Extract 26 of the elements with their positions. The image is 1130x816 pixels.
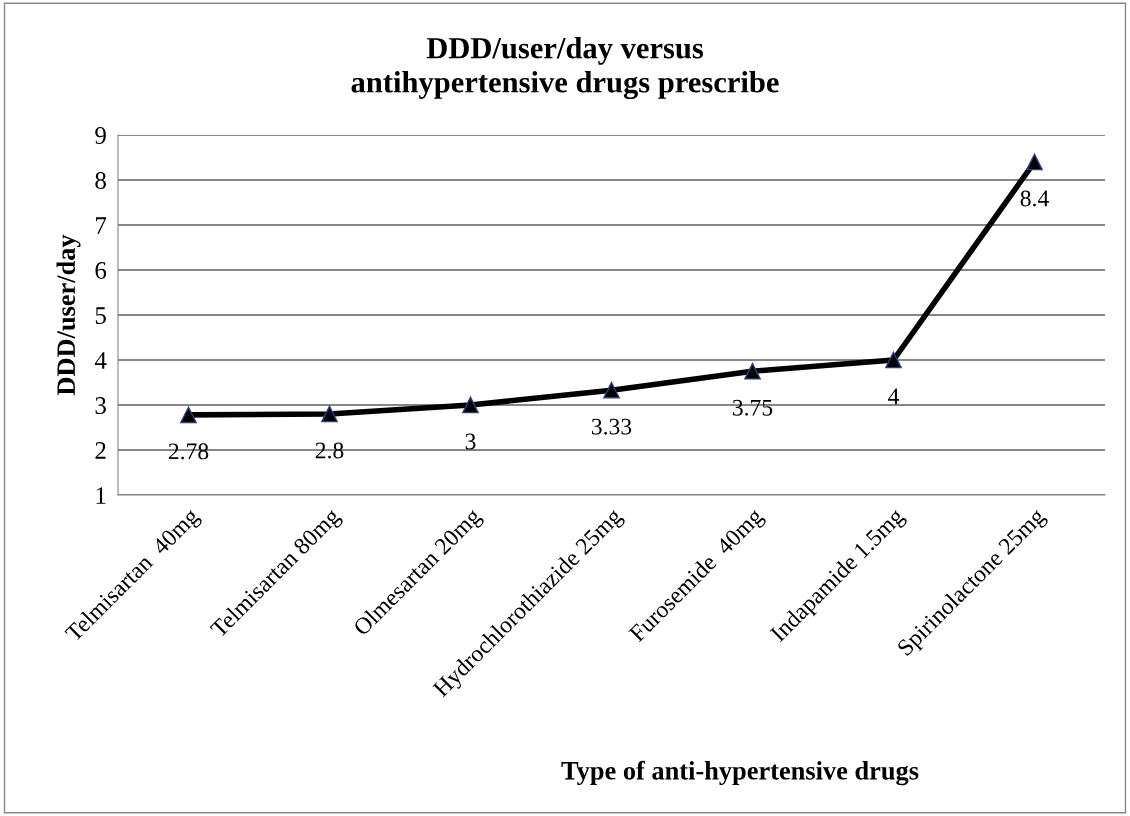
- point: [744, 362, 761, 380]
- data-label: 2.78: [168, 443, 209, 460]
- chart-title: DDD/user/day versus antihypertensive drugs prescribe: [351, 36, 779, 100]
- data-label: 3.75: [732, 399, 773, 416]
- data-label: 3.33: [591, 418, 632, 435]
- y-tick-label: 8: [95, 172, 106, 189]
- data-label: 2.8: [315, 442, 344, 459]
- point: [1026, 153, 1043, 171]
- x-axis-title: Type of anti-hypertensive drugs: [561, 760, 919, 786]
- point: [180, 406, 197, 424]
- point: [462, 396, 479, 414]
- y-tick-label: 6: [95, 262, 107, 279]
- y-tick-label: 7: [96, 217, 107, 234]
- point: [885, 351, 902, 369]
- y-tick-label: 1: [96, 487, 106, 504]
- y-tick-label: 9: [95, 127, 106, 144]
- y-axis-title: DDD/user/day: [56, 234, 81, 396]
- data-label: 4: [888, 388, 900, 405]
- point: [321, 405, 338, 423]
- y-tick-label: 3: [95, 397, 106, 414]
- y-tick-label: 2: [95, 442, 106, 459]
- data-label: 3: [465, 433, 476, 450]
- data-label: 8.4: [1020, 190, 1049, 207]
- y-tick-label: 4: [94, 352, 107, 369]
- point: [603, 381, 620, 399]
- y-tick-label: 5: [95, 307, 106, 324]
